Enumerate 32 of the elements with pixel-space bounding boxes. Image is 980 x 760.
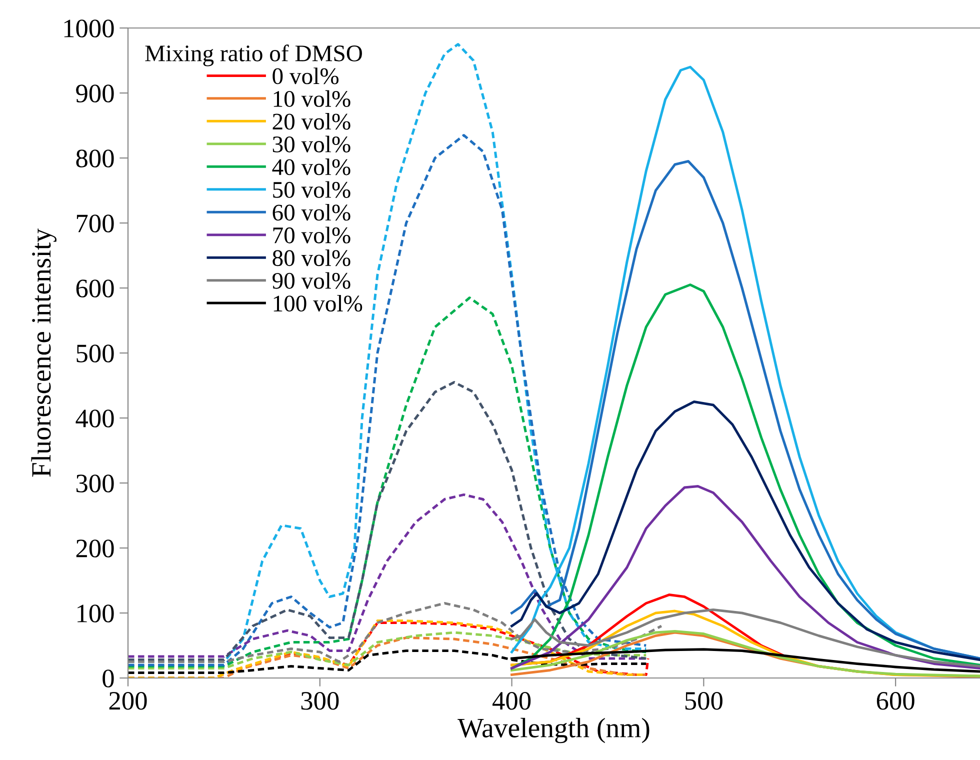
y-axis-title: Fluorescence intensity xyxy=(31,228,56,477)
legend-label: 60 vol% xyxy=(272,204,350,221)
legend-label: 50 vol% xyxy=(273,181,350,198)
y-tick-label: 1000 xyxy=(64,20,114,38)
y-tick-label: 600 xyxy=(76,280,114,298)
y-tick-label: 500 xyxy=(76,344,114,362)
y-tick-label: 800 xyxy=(76,150,114,168)
legend-label: 80 vol% xyxy=(272,249,350,266)
x-axis-title: Wavelength (nm) xyxy=(458,718,650,744)
y-tick-label: 700 xyxy=(76,214,114,232)
legend-label: 30 vol% xyxy=(272,136,350,152)
y-tick-label: 300 xyxy=(76,474,114,492)
x-tick-label: 200 xyxy=(109,692,147,710)
x-tick-label: 300 xyxy=(301,692,339,710)
legend-label: 10 vol% xyxy=(274,90,350,107)
legend-label: 70 vol% xyxy=(273,226,350,244)
legend-label: 0 vol% xyxy=(272,68,339,84)
y-tick-label: 900 xyxy=(76,84,114,102)
x-tick-label: 600 xyxy=(876,692,914,710)
line-series xyxy=(128,381,648,662)
y-tick-label: 400 xyxy=(76,410,114,428)
legend-label: 90 vol% xyxy=(272,272,350,289)
y-tick-label: 0 xyxy=(102,670,114,688)
legend-label: 20 vol% xyxy=(272,113,350,130)
y-tick-label: 200 xyxy=(76,540,114,558)
x-tick-label: 400 xyxy=(492,692,531,710)
x-tick-label: 500 xyxy=(685,692,722,710)
legend-label: 40 vol% xyxy=(272,158,350,176)
line-series xyxy=(510,400,980,662)
legend-label: 100 vol% xyxy=(274,294,362,312)
legend-title: Mixing ratio of DMSO xyxy=(145,44,362,66)
y-tick-label: 100 xyxy=(78,604,114,622)
